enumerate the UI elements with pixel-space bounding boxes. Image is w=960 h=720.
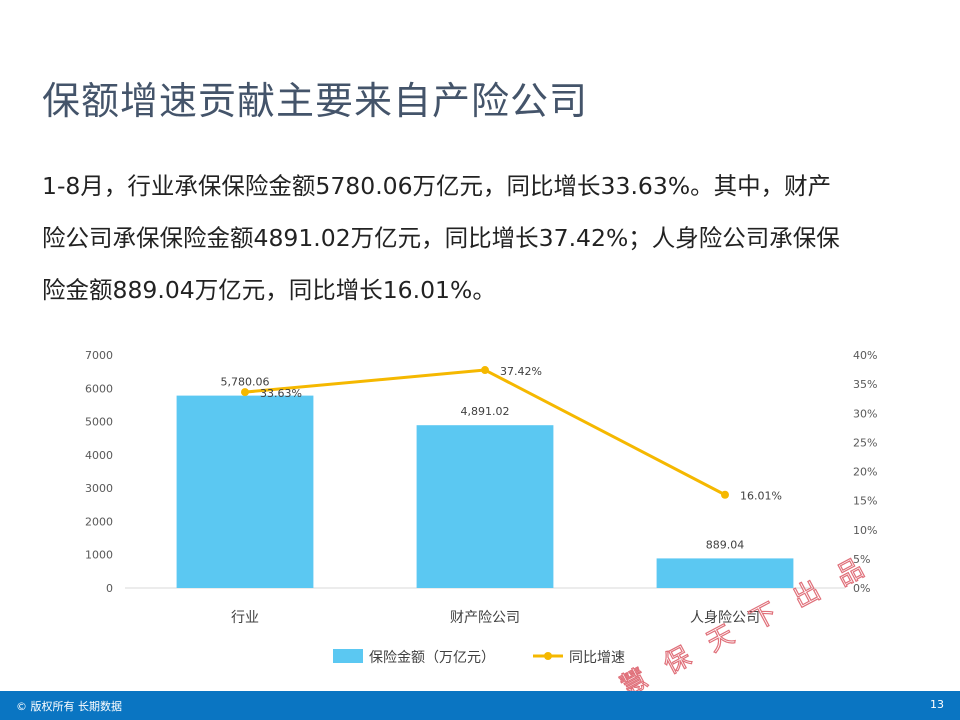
legend-label: 同比增速 [569,650,625,666]
y-right-tick-label: 15% [853,495,877,508]
y-right-tick-label: 35% [853,378,877,391]
page-title: 保额增速贡献主要来自产险公司 [42,79,589,123]
y-left-tick-label: 3000 [85,482,113,495]
y-left-tick-label: 4000 [85,449,113,462]
summary-paragraph: 1-8月，行业承保保险金额5780.06万亿元，同比增长33.63%。其中，财产… [42,160,927,316]
summary-line: 险公司承保保险金额4891.02万亿元，同比增长37.42%；人身险公司承保保 [42,224,840,252]
y-right-tick-label: 5% [853,553,870,566]
combo-chart: 0 1000 2000 3000 4000 5000 6000 7000 0% 5% 10% 15% 2… [85,349,877,666]
line-data-label: 33.63% [260,387,302,400]
line-point [241,388,249,397]
legend-swatch-marker [544,652,552,660]
y-right-tick-label: 10% [853,524,877,537]
summary-line: 1-8月，行业承保保险金额5780.06万亿元，同比增长33.63%。其中，财产 [42,172,832,200]
y-right-tick-label: 0% [853,582,870,595]
y-left-tick-label: 0 [106,582,113,595]
bar-data-label: 4,891.02 [461,405,510,418]
legend-swatch-bar [333,649,363,663]
bar [176,395,314,588]
x-tick-label: 人身险公司 [690,610,760,626]
y-left-tick-label: 1000 [85,549,113,562]
x-tick-label: 行业 [231,610,259,626]
y-left-tick-label: 2000 [85,515,113,528]
bar-data-label: 889.04 [706,538,745,551]
y-right-tick-label: 40% [853,349,877,362]
bar-data-label: 5,780.06 [221,376,270,389]
y-right-tick-label: 25% [853,436,877,449]
bar [656,558,794,588]
bar [416,425,554,588]
legend-label: 保险金额（万亿元） [369,650,495,666]
y-left-tick-label: 7000 [85,349,113,362]
page-number: 13 [930,698,944,711]
line-point [721,490,729,499]
x-tick-label: 财产险公司 [450,610,520,626]
footer-bar: © 版权所有 长期数据 13 [0,691,960,720]
y-left-tick-label: 5000 [85,416,113,429]
y-left-tick-label: 6000 [85,382,113,395]
summary-line: 险金额889.04万亿元，同比增长16.01%。 [42,276,496,304]
y-right-tick-label: 20% [853,466,877,479]
y-right-tick-label: 30% [853,407,877,420]
line-data-label: 37.42% [500,365,542,378]
line-data-label: 16.01% [740,490,782,503]
line-point [481,366,489,375]
copyright-text: © 版权所有 长期数据 [16,700,122,713]
